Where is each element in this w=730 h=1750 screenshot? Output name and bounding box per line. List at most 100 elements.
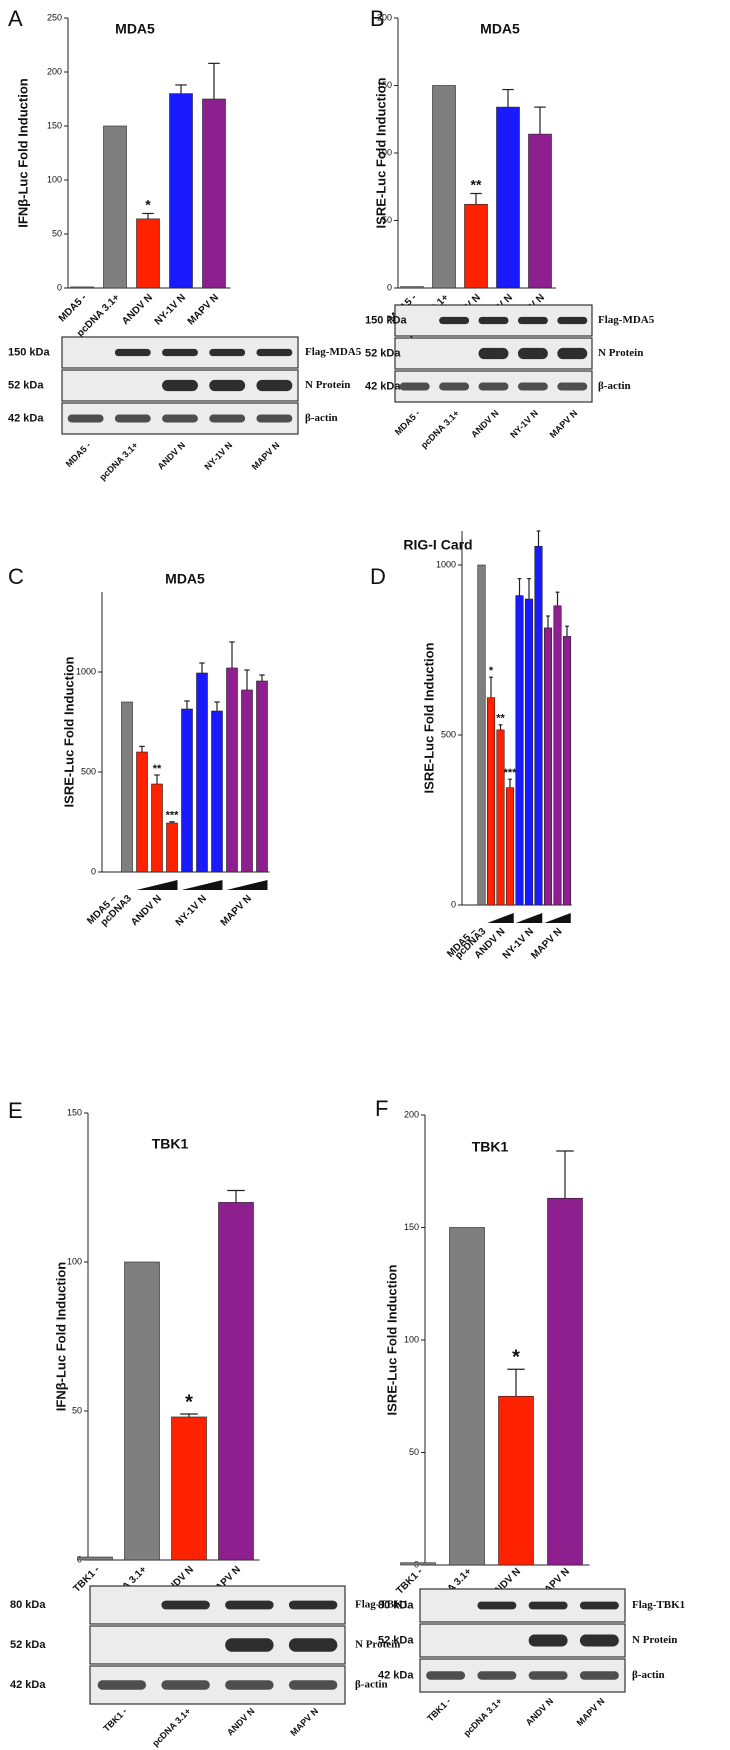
bar xyxy=(103,125,127,289)
panel-letter: D xyxy=(370,564,386,589)
y-axis-label: ISRE-Luc Fold Induction xyxy=(384,1264,399,1415)
blot-band xyxy=(288,1600,338,1610)
y-tick-label: 250 xyxy=(47,12,62,22)
panel-letter: F xyxy=(375,1096,388,1121)
chart-title: MDA5 xyxy=(115,21,155,37)
bar xyxy=(151,783,163,873)
blot-band xyxy=(162,379,198,392)
blot-row-label: N Protein xyxy=(305,379,350,391)
blot-row-label: N Protein xyxy=(598,347,643,359)
y-tick-label: 200 xyxy=(377,12,392,22)
x-tick-label: NY-1V N xyxy=(153,292,188,327)
y-tick-label: 50 xyxy=(52,228,62,238)
blot-lane-label: ANDV N xyxy=(469,408,500,439)
y-tick-label: 150 xyxy=(47,120,62,130)
bar xyxy=(124,1261,160,1561)
blot-band xyxy=(161,1680,210,1690)
x-tick-label: NY-1V N xyxy=(174,893,209,928)
significance-label: * xyxy=(145,196,151,212)
blot-size-label: 150 kDa xyxy=(8,346,50,358)
significance-label: * xyxy=(489,665,494,677)
bar xyxy=(136,218,160,289)
bar xyxy=(562,636,572,906)
blot-size-label: 52 kDa xyxy=(378,1634,414,1646)
blot-lane-label: ANDV N xyxy=(524,1696,555,1727)
blot-lane-label: ANDV N xyxy=(225,1706,256,1737)
blot-band xyxy=(517,347,548,360)
y-tick-label: 100 xyxy=(377,147,392,157)
blot-band xyxy=(256,348,293,357)
bar xyxy=(505,787,515,906)
significance-label: ** xyxy=(153,763,162,775)
bar xyxy=(449,1227,485,1566)
blot-row-label: Flag-MDA5 xyxy=(598,314,655,326)
blot-band xyxy=(225,1600,274,1610)
bar xyxy=(524,598,534,906)
blot-row-label: Flag-TBK1 xyxy=(355,1599,408,1611)
bar xyxy=(543,627,553,906)
blot-band xyxy=(557,382,588,391)
blot-band xyxy=(478,347,509,360)
panel-letter: C xyxy=(8,564,24,589)
blot-band xyxy=(557,316,588,325)
bar xyxy=(498,1395,534,1566)
panel-letter: A xyxy=(8,6,23,31)
blot-row-label: Flag-TBK1 xyxy=(632,1599,685,1611)
blot-band xyxy=(528,1634,568,1647)
bar xyxy=(136,751,148,873)
bar xyxy=(218,1202,254,1561)
blot-band xyxy=(528,1601,568,1610)
blot-size-label: 52 kDa xyxy=(10,1639,46,1651)
x-tick-label: ANDV N xyxy=(120,292,155,327)
blot-band xyxy=(209,348,246,357)
y-axis-label: ISRE-Luc Fold Induction xyxy=(373,77,388,228)
blot-band xyxy=(114,414,151,423)
blot-band xyxy=(477,1601,517,1610)
y-axis-label: IFNβ-Luc Fold Induction xyxy=(53,1262,68,1412)
dose-triangle xyxy=(226,880,268,890)
bar xyxy=(534,545,543,906)
x-tick-label: MAPV N xyxy=(186,292,221,327)
significance-label: * xyxy=(185,1391,193,1413)
bar xyxy=(70,286,94,289)
bar xyxy=(256,680,268,873)
blot-band xyxy=(209,379,246,392)
blot-band xyxy=(288,1638,338,1652)
panel-letter: E xyxy=(8,1098,23,1123)
bar xyxy=(496,106,520,289)
blot-band xyxy=(579,1671,619,1680)
blot-band xyxy=(225,1638,274,1652)
blot-size-label: 42 kDa xyxy=(8,412,44,424)
bar xyxy=(196,672,208,873)
y-tick-label: 150 xyxy=(377,80,392,90)
blot-lane-label: MDA5 - xyxy=(393,408,422,437)
blot-band xyxy=(579,1634,619,1647)
y-tick-label: 0 xyxy=(91,866,96,876)
bar xyxy=(400,1562,436,1566)
y-tick-label: 50 xyxy=(409,1447,419,1457)
blot-band xyxy=(478,382,509,391)
blot-lane-label: pcDNA 3.1+ xyxy=(462,1696,504,1738)
blot-size-label: 52 kDa xyxy=(365,347,401,359)
y-tick-label: 50 xyxy=(382,215,392,225)
y-tick-label: 500 xyxy=(81,766,96,776)
y-tick-label: 1000 xyxy=(436,559,456,569)
y-tick-label: 1000 xyxy=(76,666,96,676)
blot-band xyxy=(477,1671,517,1680)
y-tick-label: 500 xyxy=(441,729,456,739)
y-tick-label: 100 xyxy=(404,1334,419,1344)
blot-lane-label: MDA5 - xyxy=(64,440,93,469)
y-tick-label: 200 xyxy=(47,66,62,76)
blot-size-label: 150 kDa xyxy=(365,314,407,326)
bar xyxy=(515,595,524,906)
bar xyxy=(477,564,486,906)
blot-band xyxy=(97,1680,147,1690)
y-tick-label: 150 xyxy=(67,1107,82,1117)
blot-strip xyxy=(89,1665,346,1705)
significance-label: * xyxy=(512,1347,520,1369)
blot-band xyxy=(288,1680,338,1690)
x-tick-label: MAPV N xyxy=(219,893,254,928)
blot-lane-label: MAPV N xyxy=(288,1706,320,1738)
